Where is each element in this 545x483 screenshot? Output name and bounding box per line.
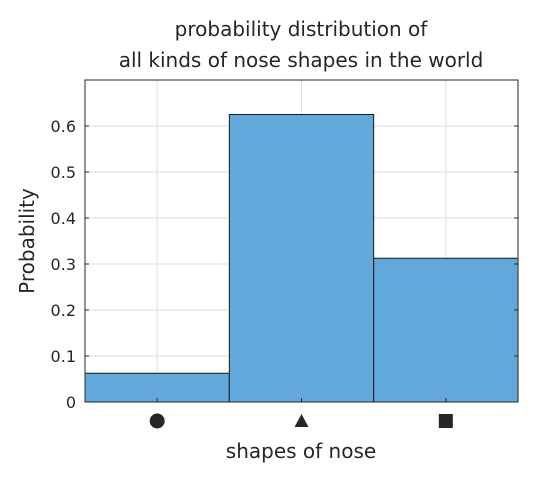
x-axis-ticks <box>149 398 453 429</box>
y-tick-label: 0.2 <box>51 301 76 320</box>
chart-title-line-2: all kinds of nose shapes in the world <box>119 48 484 72</box>
y-tick-label: 0.4 <box>51 209 76 228</box>
bars <box>84 114 519 403</box>
x-axis-label: shapes of nose <box>226 439 376 463</box>
y-axis-ticks: 0 0.1 0.2 0.3 0.4 0.5 0.6 <box>51 117 518 412</box>
bar-triangle <box>228 114 375 403</box>
y-tick-label: 0.3 <box>51 255 76 274</box>
y-tick-label: 0 <box>66 393 76 412</box>
square-icon <box>438 414 453 428</box>
y-tick-label: 0.1 <box>51 347 76 366</box>
triangle-icon <box>294 414 309 427</box>
bar-circle <box>84 372 230 403</box>
chart-title-line-1: probability distribution of <box>175 17 429 41</box>
y-tick-label: 0.5 <box>51 163 76 182</box>
circle-icon <box>149 413 165 429</box>
y-tick-label: 0.6 <box>51 117 76 136</box>
bar-square <box>373 257 519 403</box>
y-axis-label: Probability <box>15 188 39 294</box>
